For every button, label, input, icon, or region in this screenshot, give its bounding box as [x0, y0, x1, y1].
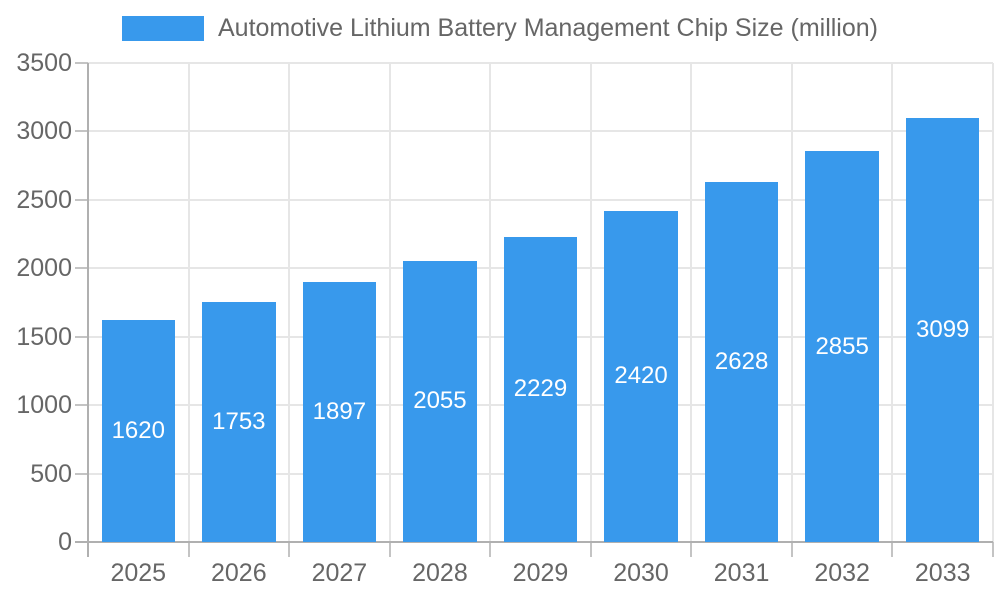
- y-axis-tick: [75, 335, 88, 338]
- v-gridline: [992, 63, 994, 542]
- y-axis-line: [87, 63, 89, 557]
- h-gridline: [88, 198, 993, 201]
- x-axis-tick-label: 2029: [512, 559, 569, 587]
- x-axis-tick: [489, 542, 492, 557]
- x-axis-tick: [388, 542, 391, 557]
- legend-swatch-icon: [122, 16, 204, 41]
- v-gridline: [690, 63, 693, 542]
- y-axis-tick-label: 0: [58, 528, 72, 556]
- bar[interactable]: [403, 260, 477, 542]
- x-axis-tick-label: 2027: [311, 559, 368, 587]
- v-gridline: [790, 63, 793, 542]
- x-axis-tick: [992, 542, 994, 557]
- y-axis-tick: [75, 472, 88, 475]
- x-axis-tick-label: 2026: [211, 559, 267, 587]
- legend-label: Automotive Lithium Battery Management Ch…: [218, 14, 878, 42]
- v-gridline: [489, 63, 492, 542]
- x-axis-tick: [690, 542, 693, 557]
- x-axis-tick: [589, 542, 592, 557]
- x-axis-tick-label: 2025: [110, 559, 167, 587]
- x-axis-tick-label: 2032: [814, 559, 870, 587]
- y-axis-tick: [75, 130, 88, 133]
- v-gridline: [891, 63, 894, 542]
- y-axis-tick: [75, 267, 88, 270]
- bar[interactable]: [604, 210, 678, 542]
- x-axis-tick-label: 2028: [412, 559, 468, 587]
- legend[interactable]: Automotive Lithium Battery Management Ch…: [0, 14, 1000, 43]
- bar[interactable]: [805, 151, 879, 542]
- v-gridline: [288, 63, 291, 542]
- y-axis-tick: [75, 404, 88, 407]
- y-axis-tick-label: 500: [30, 459, 72, 488]
- x-axis-tick: [891, 542, 894, 557]
- bar[interactable]: [906, 117, 980, 542]
- y-axis-tick-label: 2000: [16, 254, 72, 283]
- v-gridline: [589, 63, 592, 542]
- v-gridline: [187, 63, 190, 542]
- y-axis-tick: [75, 62, 88, 64]
- bar[interactable]: [503, 236, 578, 542]
- x-axis-tick: [187, 542, 190, 557]
- v-gridline: [388, 63, 391, 542]
- x-axis-tick: [790, 542, 793, 557]
- x-axis-tick-label: 2030: [613, 559, 669, 587]
- y-axis-tick-label: 1000: [16, 391, 72, 420]
- x-axis-tick-label: 2031: [713, 559, 770, 587]
- y-axis-tick-label: 1500: [16, 322, 72, 351]
- bar[interactable]: [704, 182, 779, 542]
- x-axis-tick: [288, 542, 291, 557]
- h-gridline: [88, 62, 993, 64]
- y-axis-tick-label: 2500: [16, 185, 72, 214]
- h-gridline: [88, 130, 993, 133]
- bar[interactable]: [101, 320, 175, 542]
- bar[interactable]: [202, 302, 276, 542]
- bar[interactable]: [302, 282, 377, 542]
- y-axis-tick: [75, 198, 88, 201]
- x-axis-line: [75, 541, 993, 543]
- x-axis-tick-label: 2033: [914, 559, 971, 587]
- y-axis-tick-label: 3500: [16, 49, 72, 77]
- y-axis-tick-label: 3000: [16, 117, 72, 146]
